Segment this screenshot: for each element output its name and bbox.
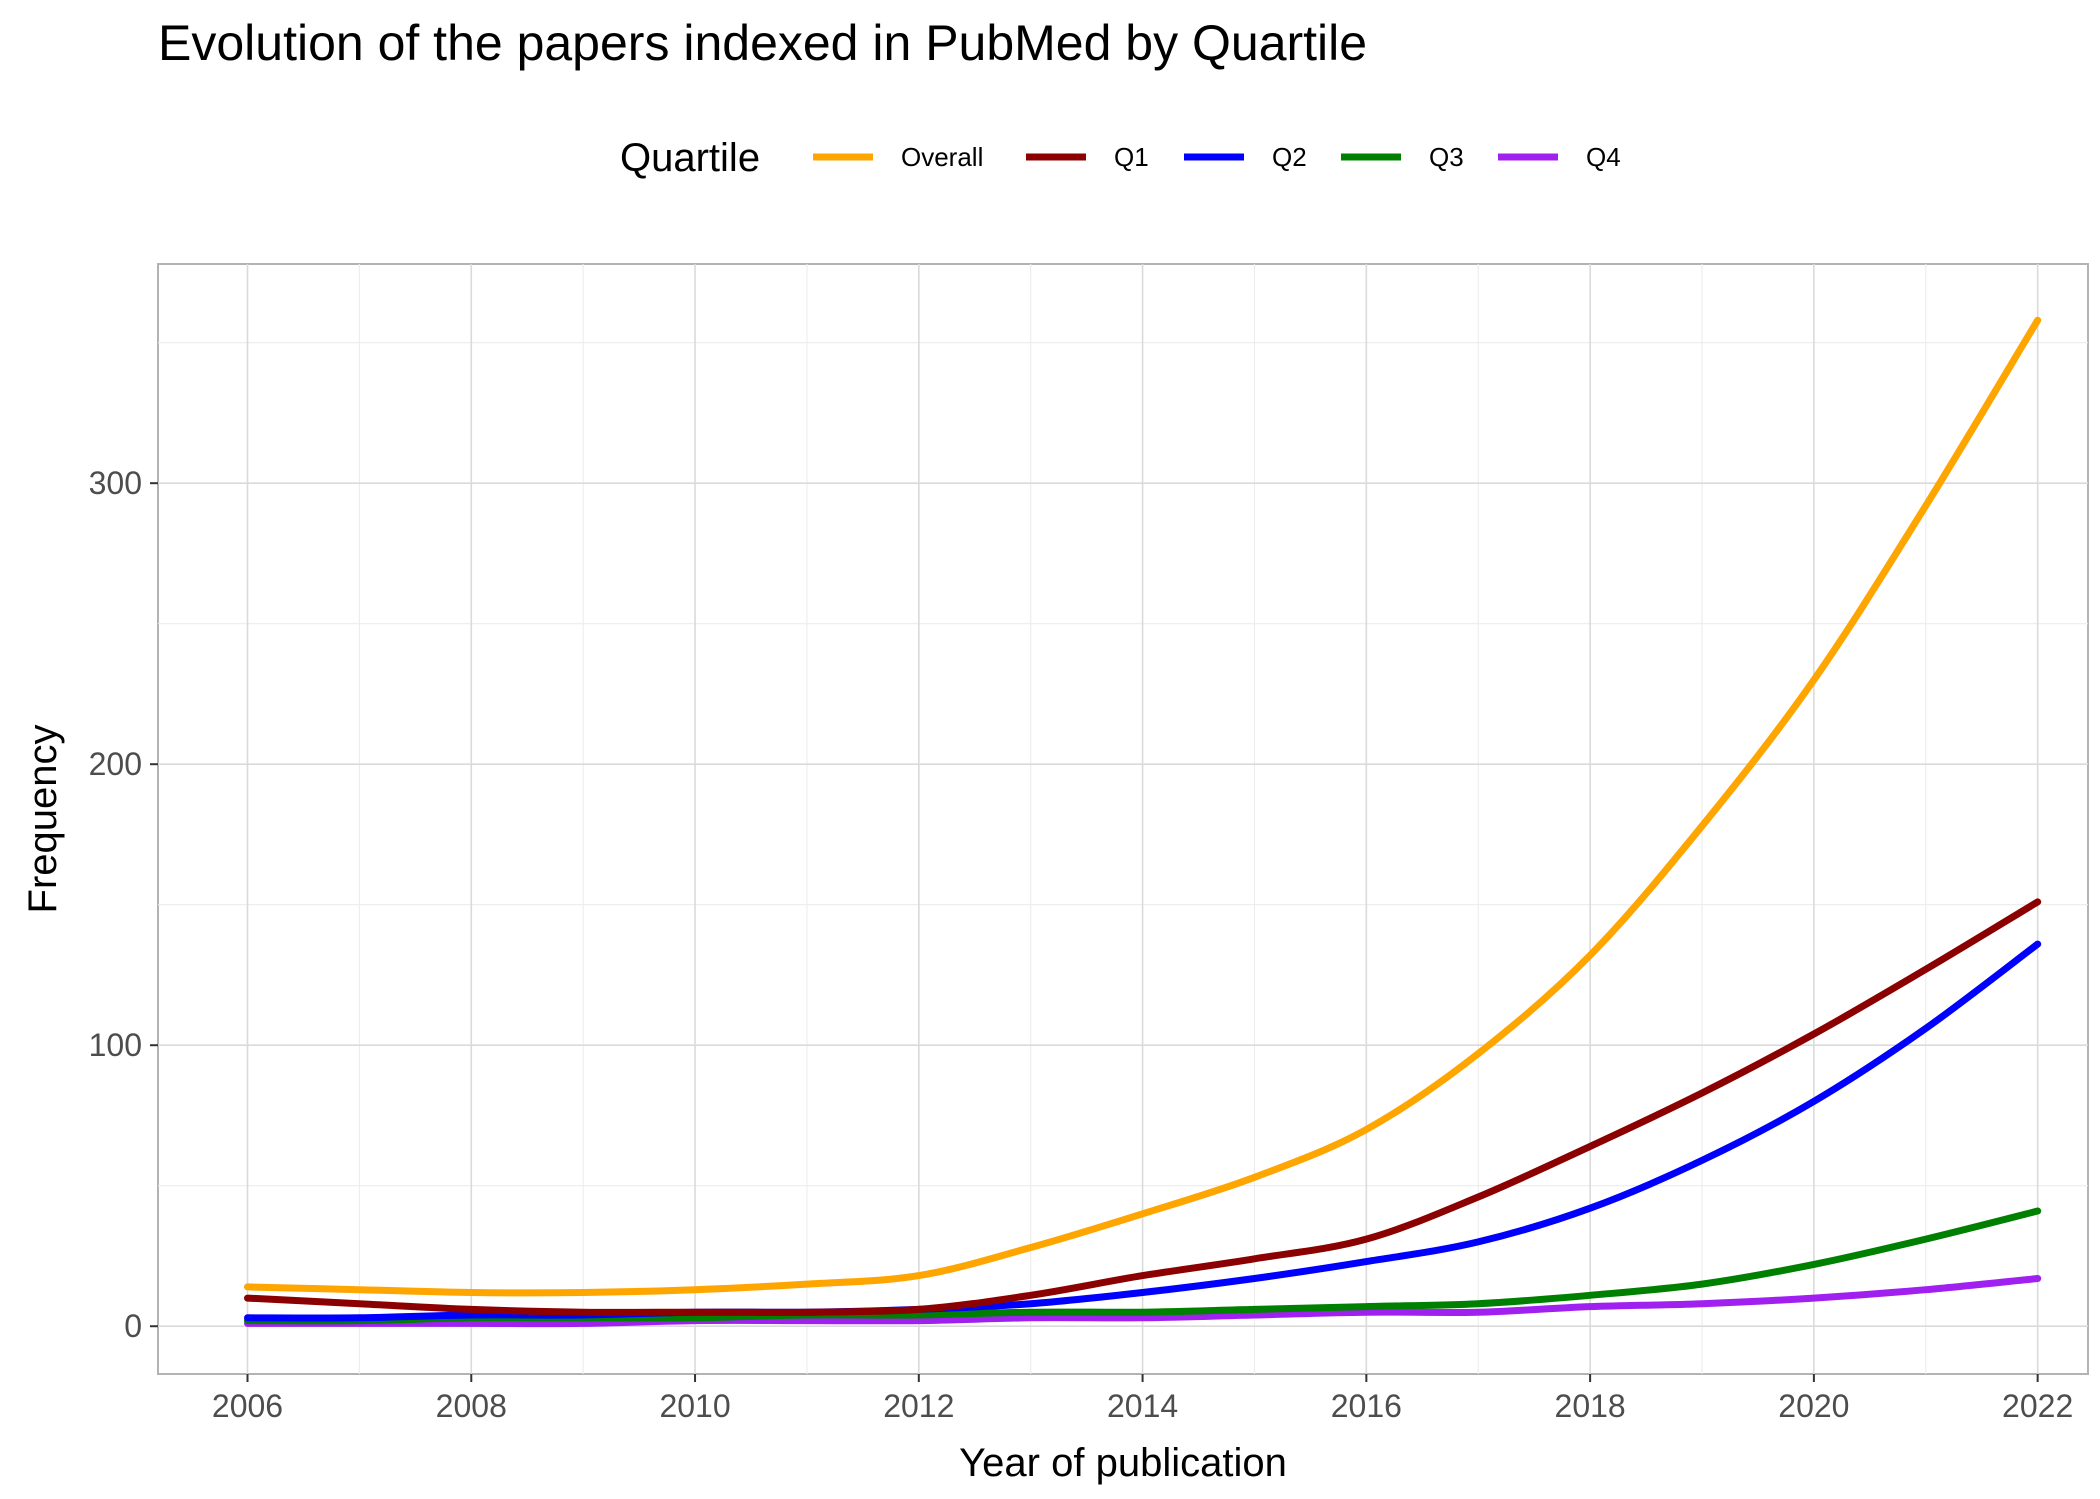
x-tick-label: 2006 bbox=[212, 1388, 283, 1424]
x-tick-label: 2012 bbox=[883, 1388, 954, 1424]
legend-label-q3: Q3 bbox=[1429, 142, 1464, 172]
axis-ticks bbox=[150, 482, 2039, 1382]
x-tick-label: 2016 bbox=[1331, 1388, 1402, 1424]
x-axis-title: Year of publication bbox=[959, 1441, 1287, 1485]
y-axis-tick-labels: 0 100 200 300 bbox=[89, 465, 142, 1344]
legend-title: Quartile bbox=[620, 136, 760, 180]
legend-label-q2: Q2 bbox=[1272, 142, 1307, 172]
series-line-q4 bbox=[244, 1275, 2042, 1328]
legend-label-overall: Overall bbox=[901, 142, 983, 172]
y-tick-label: 200 bbox=[89, 746, 142, 782]
x-tick-label: 2022 bbox=[2002, 1388, 2073, 1424]
series-lines bbox=[244, 316, 2042, 1328]
x-tick-label: 2018 bbox=[1555, 1388, 1626, 1424]
y-tick-label: 300 bbox=[89, 465, 142, 501]
legend-label-q4: Q4 bbox=[1586, 142, 1621, 172]
plot-panel bbox=[157, 263, 2089, 1375]
chart-title: Evolution of the papers indexed in PubMe… bbox=[158, 15, 1367, 71]
minor-grid bbox=[158, 264, 2088, 1374]
series-line-q1 bbox=[244, 898, 2042, 1316]
legend: Quartile Overall Q1 Q2 Q3 Q4 bbox=[620, 136, 1621, 180]
x-tick-label: 2020 bbox=[1778, 1388, 1849, 1424]
x-tick-label: 2014 bbox=[1107, 1388, 1178, 1424]
x-tick-label: 2010 bbox=[659, 1388, 730, 1424]
y-tick-label: 0 bbox=[124, 1308, 142, 1344]
x-axis-tick-labels: 2006 2008 2010 2012 2014 2016 2018 2020 2022 bbox=[212, 1388, 2073, 1424]
legend-label-q1: Q1 bbox=[1114, 142, 1149, 172]
y-axis-title: Frequency bbox=[21, 725, 65, 914]
x-tick-label: 2008 bbox=[436, 1388, 507, 1424]
series-line-overall bbox=[244, 316, 2042, 1297]
y-tick-label: 100 bbox=[89, 1027, 142, 1063]
